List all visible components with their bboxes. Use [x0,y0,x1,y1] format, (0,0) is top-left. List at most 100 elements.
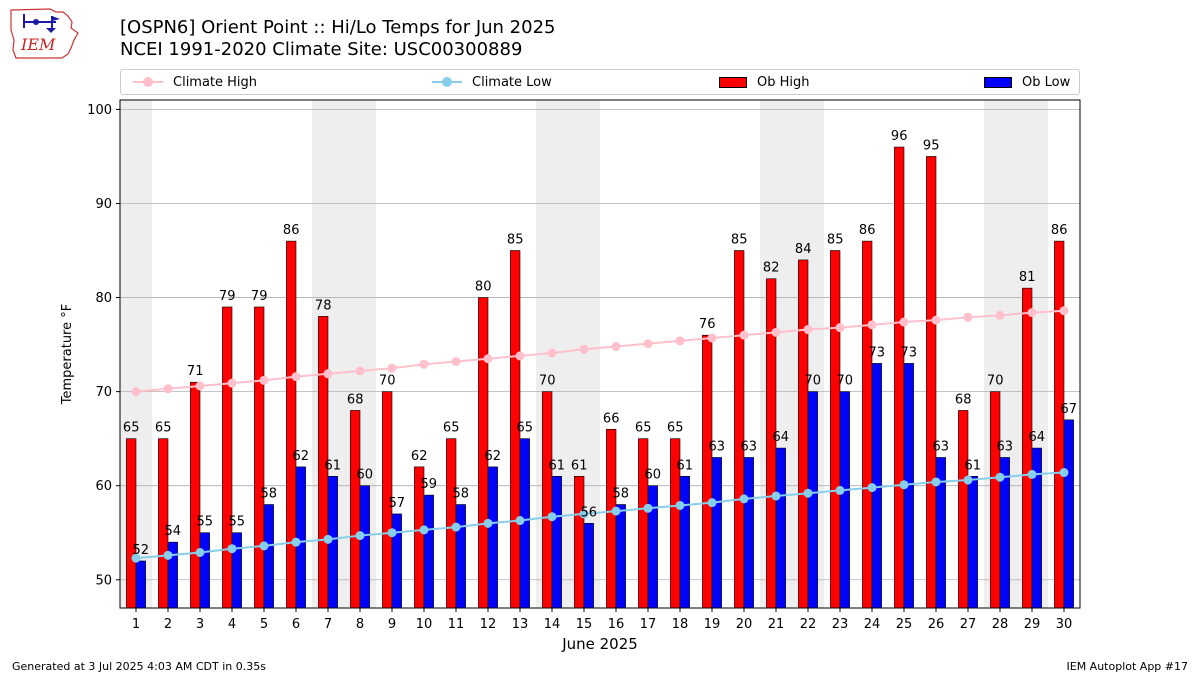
climate-low-point-day-8 [355,531,365,541]
x-tick-label-11: 11 [448,617,465,632]
ob-high-bar-day-4 [222,306,233,609]
ob-low-bar-day-23 [839,391,850,609]
ob-high-label-day-8: 68 [347,392,364,407]
ob-high-bar-day-8 [350,410,361,609]
climate-high-point-day-22 [803,325,813,335]
ob-high-bar-day-29 [1022,287,1033,609]
ob-high-bar-day-15 [574,475,585,609]
ob-high-label-day-3: 71 [187,364,204,379]
ob-high-bar-day-23 [830,250,841,609]
ob-high-bar-day-25 [894,146,905,609]
svg-text:IEM: IEM [20,35,56,54]
climate-high-point-day-14 [547,348,557,358]
climate-high-point-day-24 [867,320,877,330]
ob-low-bar-day-3 [199,532,210,609]
ob-low-label-day-15: 56 [581,505,598,520]
app-attribution: IEM Autoplot App #17 [1066,660,1189,673]
ob-low-label-day-6: 62 [293,449,310,464]
ob-low-bar-day-1 [135,560,146,609]
ob-high-label-day-25: 96 [891,129,908,144]
ob-low-label-day-13: 65 [517,421,534,436]
y-tick-label-80: 80 [95,291,112,306]
ob-high-bar-day-6 [286,240,297,609]
climate-low-point-day-24 [867,483,877,493]
climate-high-point-day-30 [1059,306,1069,316]
climate-high-point-day-27 [963,312,973,322]
ob-high-label-day-10: 62 [411,449,428,464]
ob-low-label-day-17: 60 [645,468,662,483]
climate-low-point-day-4 [227,544,237,554]
ob-low-bar-day-10 [423,494,434,609]
ob-high-bar-day-30 [1054,240,1065,609]
ob-low-bar-day-6 [295,466,306,609]
climate-high-point-day-28 [995,310,1005,320]
ob-high-label-day-7: 78 [315,298,332,313]
ob-high-label-day-26: 95 [923,138,940,153]
generated-timestamp: Generated at 3 Jul 2025 4:03 AM CDT in 0… [12,660,266,673]
climate-low-point-day-12 [483,518,493,528]
climate-low-point-day-16 [611,506,621,516]
x-tick-label-9: 9 [388,617,396,632]
x-tick-label-7: 7 [324,617,332,632]
legend-item-ob-low: Ob Low [984,70,1070,94]
x-tick-label-19: 19 [704,617,721,632]
climate-high-point-day-9 [387,363,397,373]
legend-label-ob-high: Ob High [757,74,810,90]
y-tick-label-60: 60 [95,479,112,494]
ob-high-swatch [719,76,747,88]
ob-low-label-day-25: 73 [901,345,918,360]
climate-high-point-day-16 [611,341,621,351]
x-axis-label: June 2025 [561,635,638,653]
x-tick-label-30: 30 [1056,617,1073,632]
climate-high-point-day-8 [355,366,365,376]
climate-high-point-day-29 [1027,308,1037,318]
ob-high-label-day-17: 65 [635,421,652,436]
climate-high-point-day-2 [163,384,173,394]
legend-label-climate-low: Climate Low [472,74,552,90]
x-tick-label-8: 8 [356,617,364,632]
climate-high-point-day-15 [579,344,589,354]
ob-high-bar-day-5 [254,306,265,609]
y-tick-label-70: 70 [95,385,112,400]
climate-high-point-day-1 [131,387,141,397]
ob-high-label-day-27: 68 [955,392,972,407]
climate-high-point-day-18 [675,336,685,346]
ob-low-bar-day-5 [263,504,274,609]
ob-high-label-day-23: 85 [827,233,844,248]
x-tick-label-13: 13 [512,617,529,632]
climate-high-point-day-21 [771,327,781,337]
climate-high-point-day-17 [643,339,653,349]
ob-low-label-day-20: 63 [741,439,758,454]
ob-low-label-day-5: 58 [261,487,278,502]
x-tick-label-20: 20 [736,617,753,632]
x-tick-label-5: 5 [260,617,268,632]
ob-low-label-day-22: 70 [805,374,822,389]
ob-high-label-day-29: 81 [1019,270,1036,285]
ob-low-label-day-21: 64 [773,430,790,445]
climate-low-point-day-23 [835,485,845,495]
ob-low-label-day-27: 61 [965,458,982,473]
climate-high-point-day-6 [291,372,301,382]
climate-low-point-day-9 [387,528,397,538]
climate-low-point-day-20 [739,494,749,504]
ob-high-bar-day-24 [862,240,873,609]
ob-low-label-day-16: 58 [613,487,630,502]
ob-high-bar-day-26 [926,156,937,609]
climate-high-point-day-11 [451,357,461,367]
ob-low-label-day-4: 55 [229,515,246,530]
x-tick-label-22: 22 [800,617,817,632]
climate-low-point-day-21 [771,491,781,501]
ob-low-label-day-3: 55 [197,515,214,530]
ob-high-bar-day-17 [638,438,649,609]
x-tick-label-3: 3 [196,617,204,632]
legend-item-ob-high: Ob High [719,70,810,94]
x-tick-label-28: 28 [992,617,1009,632]
ob-high-label-day-5: 79 [251,289,268,304]
climate-low-point-day-5 [259,541,269,551]
ob-high-label-day-18: 65 [667,421,684,436]
climate-high-point-day-4 [227,378,237,388]
ob-low-label-day-14: 61 [549,458,566,473]
ob-low-bar-day-14 [551,475,562,609]
climate-low-point-day-22 [803,488,813,498]
x-tick-label-25: 25 [896,617,913,632]
